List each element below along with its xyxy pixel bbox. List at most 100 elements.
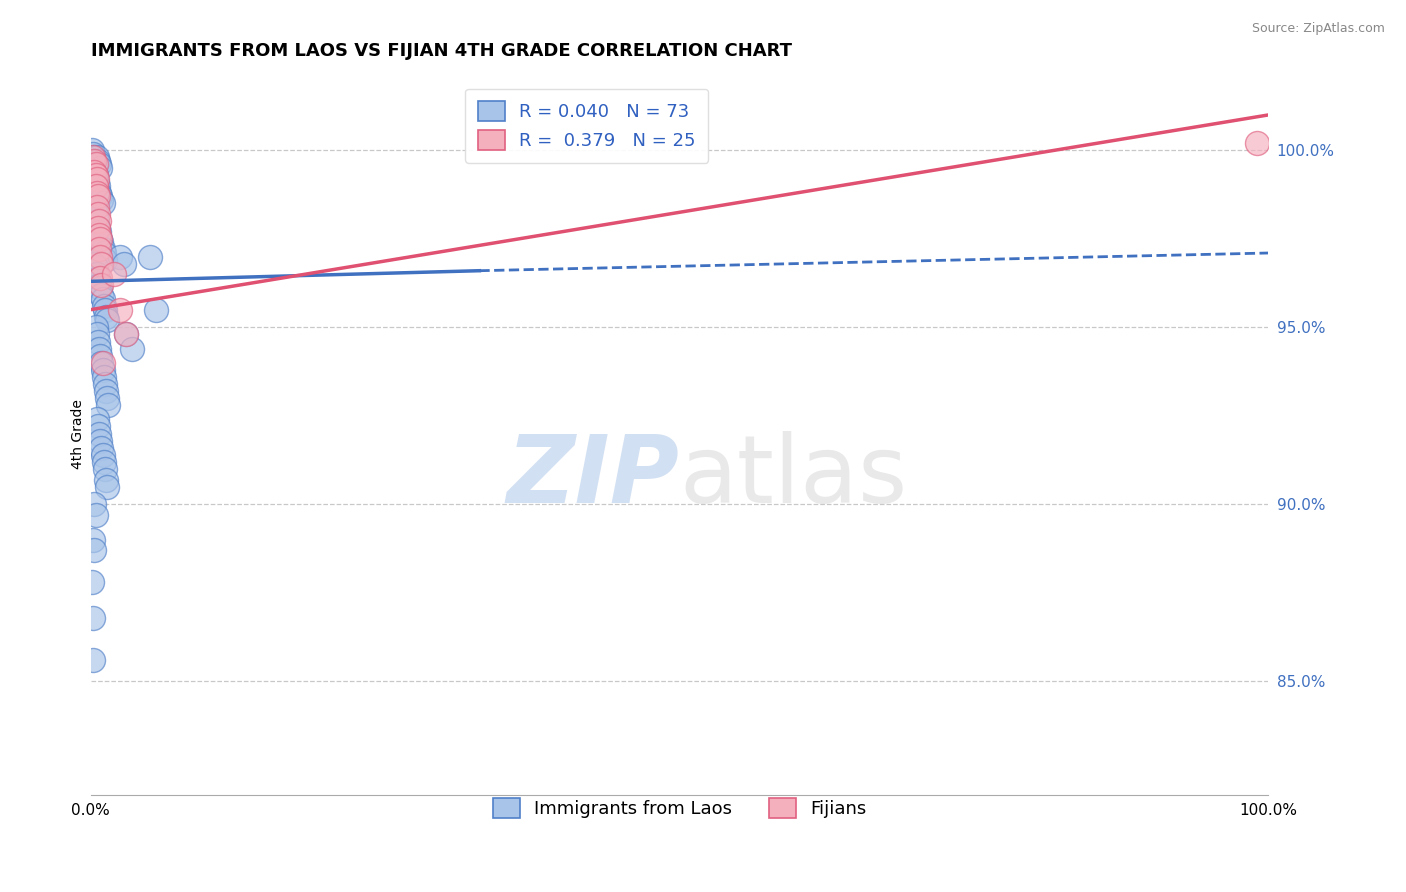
Point bbox=[87, 225, 110, 239]
Point bbox=[83, 200, 105, 214]
Point bbox=[112, 257, 135, 271]
Point bbox=[87, 342, 110, 356]
Point bbox=[94, 384, 117, 398]
Point bbox=[83, 497, 105, 511]
Point bbox=[87, 426, 110, 441]
Point bbox=[82, 533, 104, 547]
Point bbox=[87, 243, 110, 257]
Point bbox=[87, 214, 110, 228]
Text: IMMIGRANTS FROM LAOS VS FIJIAN 4TH GRADE CORRELATION CHART: IMMIGRANTS FROM LAOS VS FIJIAN 4TH GRADE… bbox=[91, 42, 792, 60]
Point bbox=[93, 370, 115, 384]
Point bbox=[97, 398, 120, 412]
Point bbox=[87, 153, 110, 168]
Point bbox=[86, 214, 108, 228]
Point bbox=[110, 302, 132, 317]
Point bbox=[90, 193, 112, 207]
Point bbox=[93, 299, 115, 313]
Point bbox=[91, 243, 114, 257]
Point bbox=[89, 189, 111, 203]
Point bbox=[83, 150, 105, 164]
Text: atlas: atlas bbox=[679, 431, 908, 523]
Point bbox=[86, 150, 108, 164]
Legend: Immigrants from Laos, Fijians: Immigrants from Laos, Fijians bbox=[485, 791, 873, 825]
Point bbox=[87, 186, 110, 200]
Point bbox=[82, 150, 104, 164]
Point bbox=[91, 363, 114, 377]
Point bbox=[94, 310, 117, 324]
Point bbox=[93, 455, 115, 469]
Point bbox=[89, 161, 111, 175]
Point bbox=[86, 412, 108, 426]
Point bbox=[89, 349, 111, 363]
Point bbox=[90, 277, 112, 292]
Point bbox=[83, 164, 105, 178]
Point bbox=[82, 653, 104, 667]
Point bbox=[84, 260, 107, 275]
Point bbox=[87, 207, 110, 221]
Point bbox=[82, 146, 104, 161]
Point bbox=[90, 257, 112, 271]
Point bbox=[84, 157, 107, 171]
Point bbox=[138, 250, 160, 264]
Point bbox=[91, 196, 114, 211]
Point bbox=[84, 508, 107, 522]
Point bbox=[94, 473, 117, 487]
Point bbox=[87, 277, 110, 292]
Point bbox=[87, 221, 110, 235]
Point bbox=[94, 253, 117, 268]
Point bbox=[89, 281, 111, 295]
Point bbox=[87, 270, 110, 285]
Point bbox=[91, 292, 114, 306]
Point bbox=[90, 441, 112, 455]
Point bbox=[89, 434, 111, 448]
Point bbox=[93, 246, 115, 260]
Point bbox=[87, 221, 110, 235]
Text: ZIP: ZIP bbox=[506, 431, 679, 523]
Point bbox=[83, 257, 105, 271]
Point bbox=[121, 342, 143, 356]
Point bbox=[84, 178, 107, 193]
Point bbox=[87, 178, 110, 193]
Point bbox=[96, 313, 118, 327]
Point bbox=[94, 377, 117, 392]
Point bbox=[91, 356, 114, 370]
Point bbox=[84, 168, 107, 182]
Point bbox=[90, 356, 112, 370]
Point bbox=[83, 153, 105, 168]
Point bbox=[84, 207, 107, 221]
Point bbox=[86, 200, 108, 214]
Point bbox=[94, 302, 117, 317]
Point bbox=[110, 250, 132, 264]
Point bbox=[89, 232, 111, 246]
Point bbox=[86, 171, 108, 186]
Point bbox=[96, 480, 118, 494]
Point bbox=[96, 391, 118, 405]
Point bbox=[1246, 136, 1268, 151]
Point bbox=[145, 302, 167, 317]
Point bbox=[90, 288, 112, 302]
Point bbox=[89, 270, 111, 285]
Point bbox=[84, 157, 107, 171]
Point bbox=[87, 189, 110, 203]
Point bbox=[89, 250, 111, 264]
Point bbox=[89, 232, 111, 246]
Point bbox=[84, 320, 107, 334]
Point bbox=[86, 327, 108, 342]
Point bbox=[80, 144, 103, 158]
Point bbox=[83, 543, 105, 558]
Point bbox=[115, 327, 138, 342]
Point bbox=[87, 419, 110, 434]
Point bbox=[83, 153, 105, 168]
Point bbox=[115, 327, 138, 342]
Point bbox=[94, 462, 117, 476]
Point bbox=[90, 235, 112, 250]
Point bbox=[84, 168, 107, 182]
Point bbox=[87, 157, 110, 171]
Point bbox=[86, 175, 108, 189]
Point bbox=[87, 334, 110, 349]
Point bbox=[91, 448, 114, 462]
Point bbox=[80, 575, 103, 590]
Point bbox=[82, 610, 104, 624]
Point bbox=[103, 267, 125, 281]
Point bbox=[87, 228, 110, 243]
